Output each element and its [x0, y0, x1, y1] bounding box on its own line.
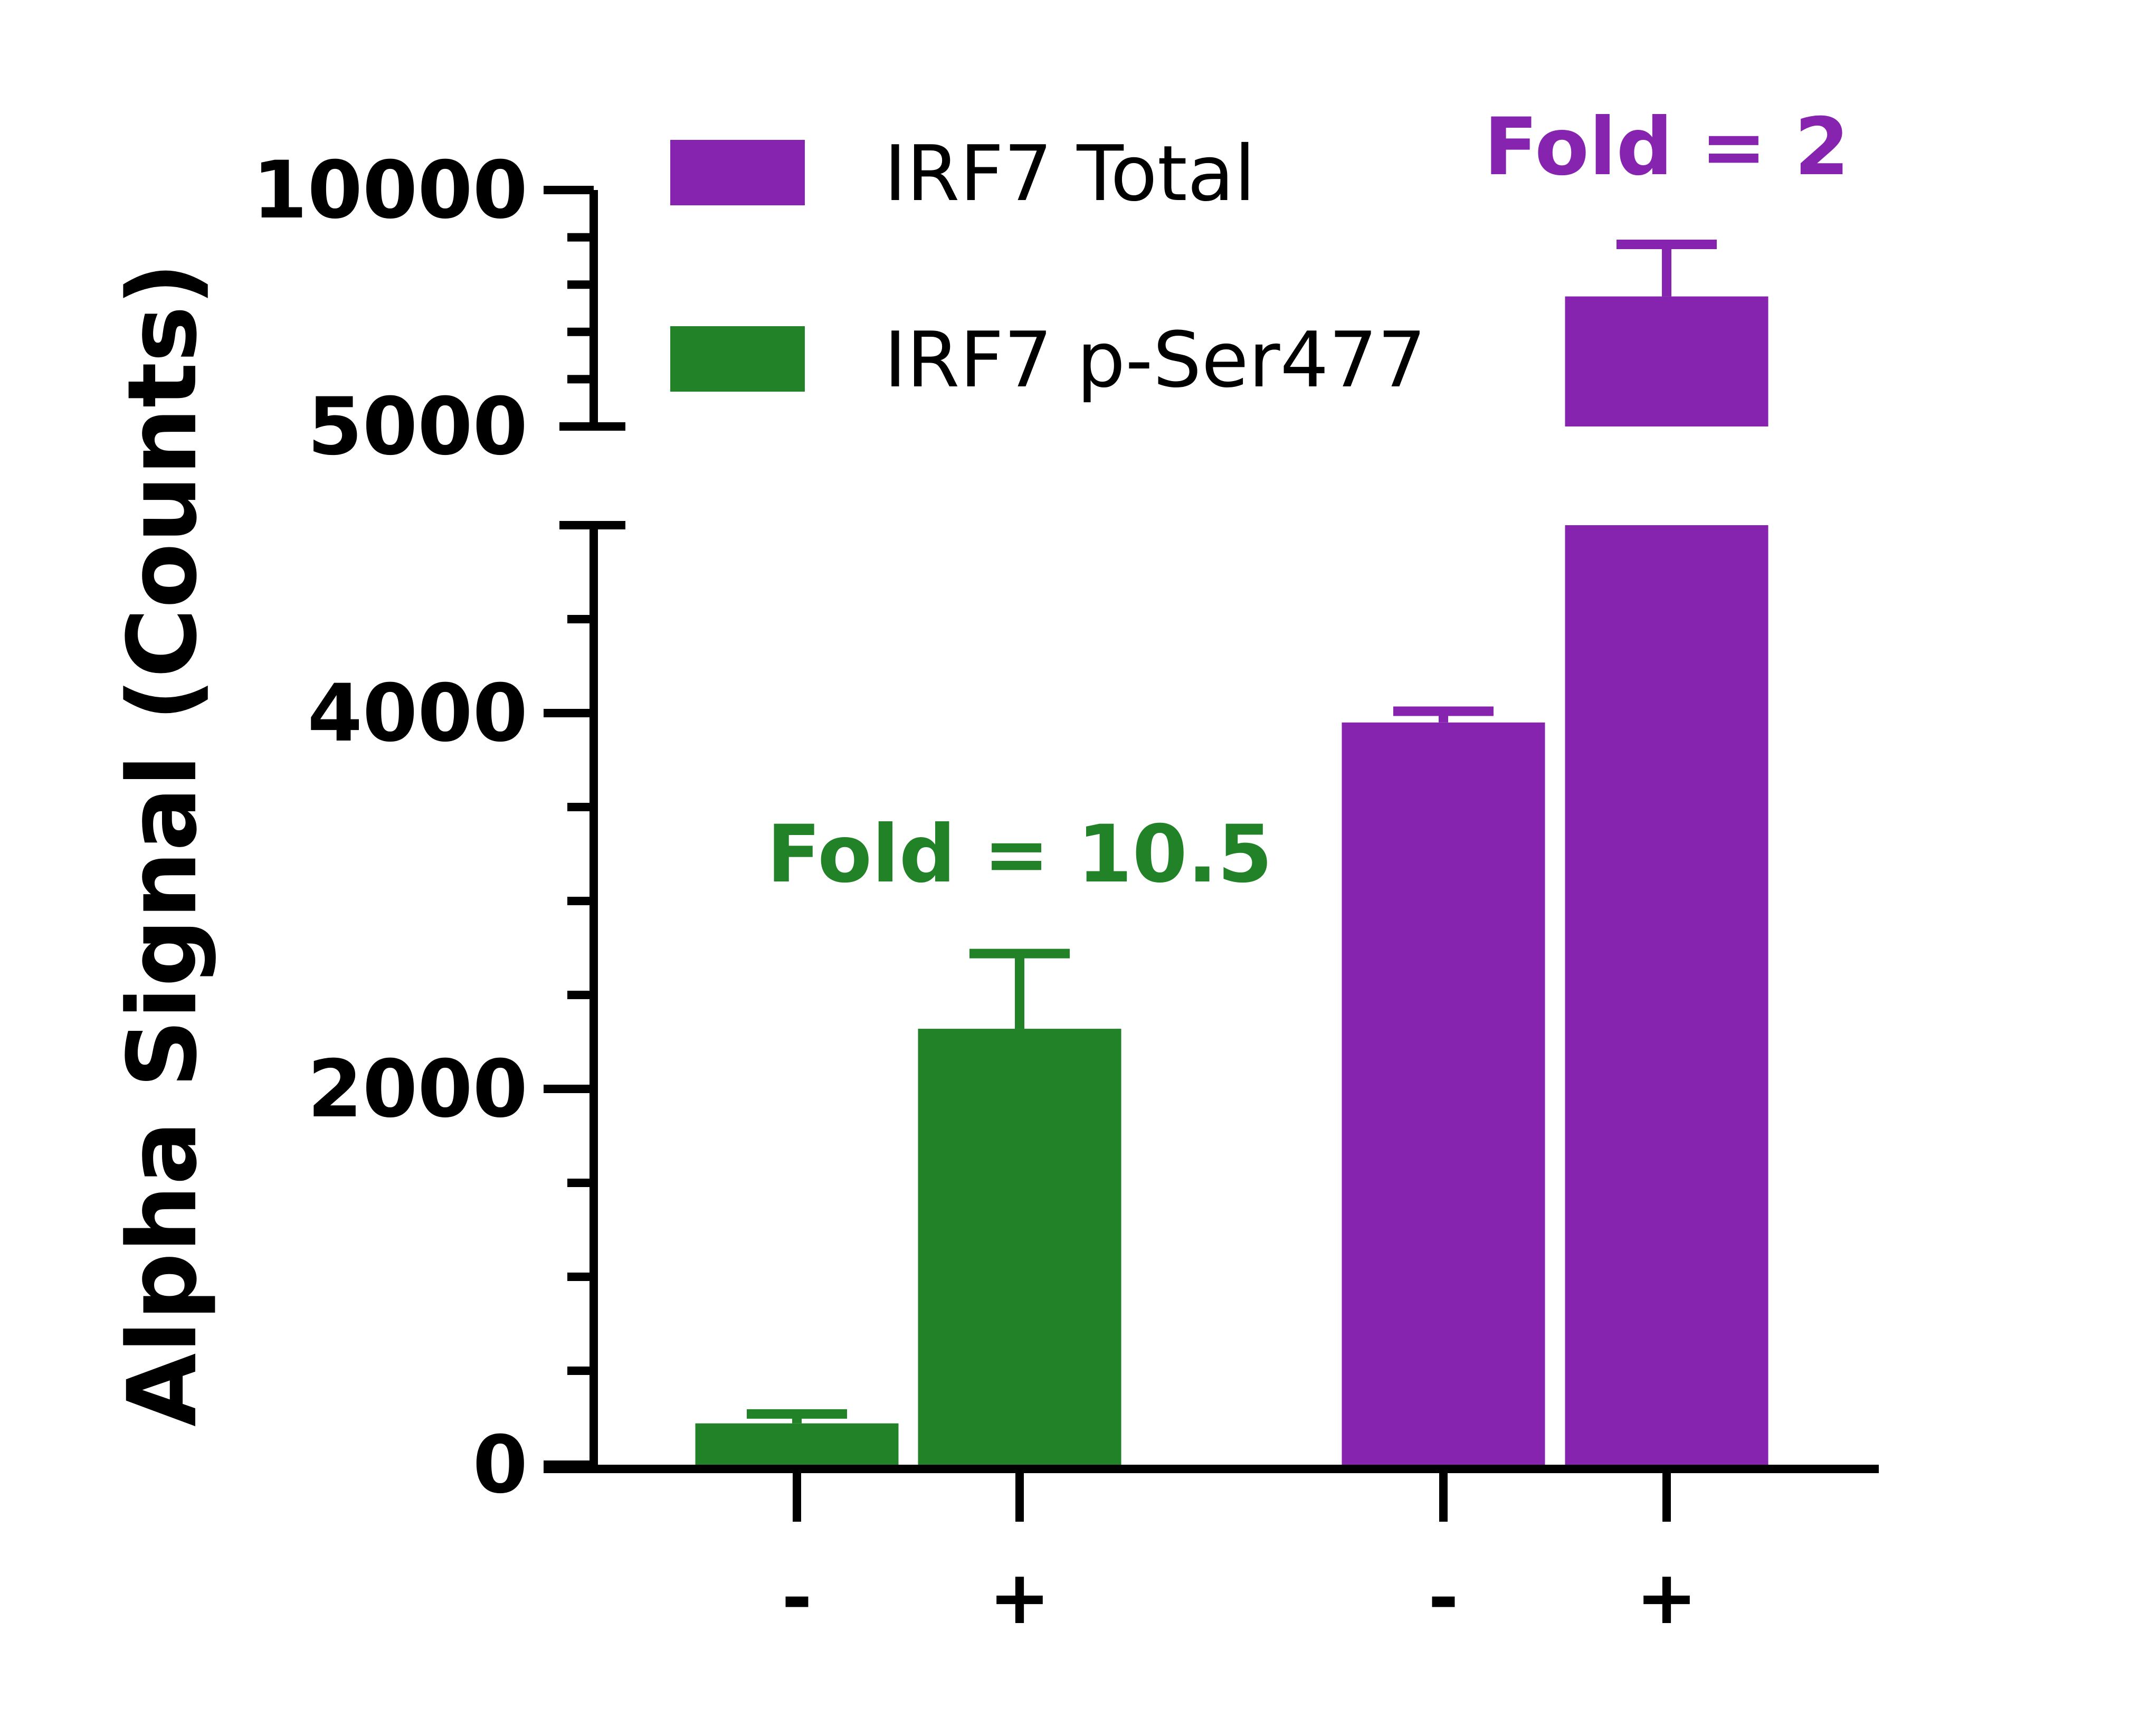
y-axis-title: Alpha Signal (Counts): [108, 262, 218, 1427]
bar-lower-segment: [1565, 525, 1768, 1465]
axes: [544, 186, 1879, 1522]
y-tick-label: 2000: [308, 1044, 528, 1135]
legend-label: IRF7 p-Ser477: [884, 316, 1426, 405]
x-category-label: +: [1635, 1555, 1697, 1641]
legend: IRF7 Total IRF7 p-Ser477: [670, 129, 1426, 405]
labels: 0 2000 4000 5000 10000 - + - + Fold = 10.5 Fold = …: [252, 101, 1849, 1641]
bar: [695, 1423, 899, 1465]
y-tick-label: 0: [473, 1419, 528, 1511]
x-category-label: -: [1428, 1555, 1459, 1641]
bar: [918, 1029, 1121, 1465]
bars: [695, 296, 1768, 1465]
y-tick-label: 10000: [252, 145, 528, 236]
legend-label: IRF7 Total: [884, 129, 1256, 219]
x-category-label: -: [782, 1555, 812, 1641]
y-tick-label: 5000: [308, 381, 528, 473]
y-tick-label: 4000: [308, 668, 528, 760]
fold-annotation: Fold = 10.5: [767, 809, 1272, 900]
legend-swatch: [670, 326, 805, 392]
error-bars: [747, 240, 1717, 1424]
x-category-label: +: [988, 1555, 1050, 1641]
bar: [1342, 722, 1545, 1465]
legend-swatch: [670, 140, 805, 205]
fold-annotation: Fold = 2: [1484, 101, 1850, 193]
bar-upper-segment: [1565, 296, 1768, 426]
